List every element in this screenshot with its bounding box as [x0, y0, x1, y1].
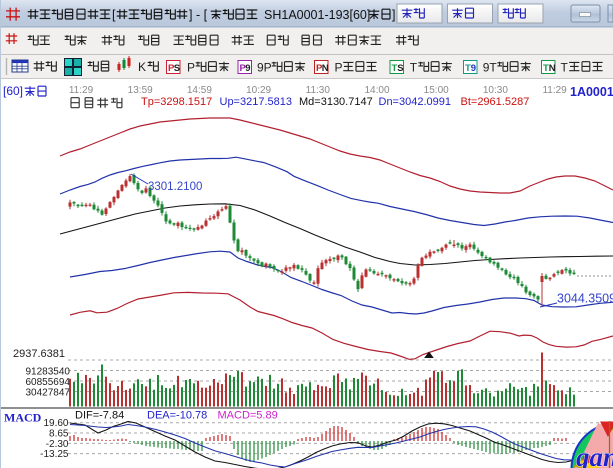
svg-text:11:29: 11:29	[542, 85, 567, 96]
svg-text:P: P	[240, 63, 247, 74]
svg-text:3301.2100: 3301.2100	[148, 181, 202, 193]
svg-text:[60]: [60]	[3, 84, 23, 98]
svg-text:14:00: 14:00	[364, 85, 389, 96]
svg-text:Tp=3298.1517: Tp=3298.1517	[141, 96, 212, 108]
svg-text:-13.25: -13.25	[40, 449, 69, 460]
svg-text:MACD: MACD	[4, 411, 42, 425]
svg-text:10:29: 10:29	[246, 85, 271, 96]
svg-text:9: 9	[471, 63, 476, 74]
svg-text:T: T	[410, 61, 418, 75]
svg-text:P: P	[316, 63, 323, 74]
svg-text:gan: gan	[575, 442, 613, 468]
svg-text:1A0001: 1A0001	[570, 85, 613, 99]
svg-text:30427847: 30427847	[26, 388, 71, 399]
svg-text:9: 9	[245, 63, 250, 74]
svg-text:P: P	[168, 63, 175, 74]
svg-text:11:29: 11:29	[69, 85, 94, 96]
svg-text:MACD=5.89: MACD=5.89	[218, 410, 278, 422]
svg-text:T: T	[392, 63, 398, 74]
svg-text:15:00: 15:00	[424, 85, 449, 96]
svg-text:19.60: 19.60	[43, 418, 68, 429]
svg-text:60855694: 60855694	[26, 377, 71, 388]
svg-text:[: [	[112, 8, 116, 22]
svg-text:14:59: 14:59	[187, 85, 212, 96]
svg-text:S: S	[174, 63, 180, 74]
svg-text:T: T	[465, 63, 471, 74]
svg-text:S: S	[397, 63, 403, 74]
svg-text:9T: 9T	[483, 61, 498, 75]
svg-text:DEA=-10.78: DEA=-10.78	[147, 410, 207, 422]
svg-text:] - [: ] - [	[189, 8, 208, 22]
svg-text:9P: 9P	[257, 61, 272, 75]
svg-text:2937.6381: 2937.6381	[13, 348, 65, 360]
svg-text:Bt=2961.5287: Bt=2961.5287	[461, 96, 530, 108]
svg-text:DIF=-7.84: DIF=-7.84	[75, 410, 124, 422]
svg-text:T: T	[561, 61, 569, 75]
svg-text:N: N	[322, 63, 329, 74]
svg-text:K: K	[138, 60, 146, 74]
svg-text:P: P	[187, 61, 195, 75]
svg-text:Md=3130.7147: Md=3130.7147	[299, 96, 373, 108]
svg-text:8.65: 8.65	[49, 429, 69, 440]
svg-text:Dn=3042.0991: Dn=3042.0991	[379, 96, 451, 108]
svg-text:P: P	[335, 61, 343, 75]
svg-text:11:30: 11:30	[306, 85, 331, 96]
svg-text:]: ]	[392, 8, 395, 22]
svg-text:13:59: 13:59	[128, 85, 153, 96]
svg-text:10:30: 10:30	[483, 85, 508, 96]
svg-text:T: T	[543, 63, 549, 74]
svg-text:N: N	[549, 63, 556, 74]
svg-text:91283540: 91283540	[26, 367, 71, 378]
svg-text:3044.3509: 3044.3509	[557, 292, 613, 306]
svg-text:Up=3217.5813: Up=3217.5813	[220, 96, 292, 108]
svg-text:SH1A0001-193[60]: SH1A0001-193[60]	[264, 8, 370, 22]
svg-text:-2.30: -2.30	[46, 439, 69, 450]
